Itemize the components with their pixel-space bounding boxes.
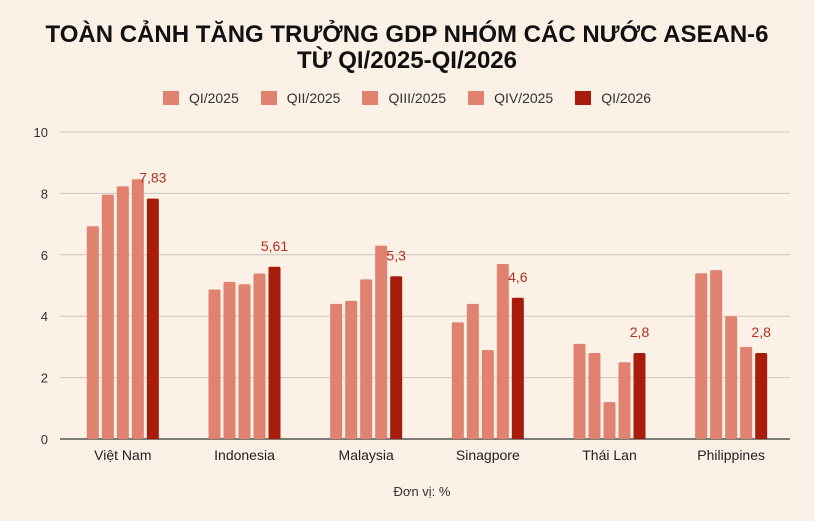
legend-label: QII/2025 bbox=[286, 90, 341, 106]
y-tick-label: 4 bbox=[41, 309, 48, 324]
bar bbox=[603, 402, 616, 439]
category-label: Việt Nam bbox=[94, 447, 151, 463]
y-tick-label: 10 bbox=[34, 125, 48, 140]
legend-swatch bbox=[362, 91, 379, 105]
bar bbox=[588, 353, 601, 439]
bar bbox=[496, 264, 509, 439]
data-label: 2,8 bbox=[630, 324, 650, 340]
bar bbox=[740, 346, 753, 439]
bar bbox=[481, 349, 494, 439]
data-label: 7,83 bbox=[139, 170, 166, 186]
category-label: Philippines bbox=[697, 447, 765, 463]
legend-label: QI/2026 bbox=[601, 90, 652, 106]
bar bbox=[466, 303, 479, 439]
bar bbox=[330, 303, 343, 439]
data-label: 5,3 bbox=[386, 247, 406, 263]
chart-title: TOÀN CẢNH TĂNG TRƯỞNG GDP NHÓM CÁC NƯỚC … bbox=[45, 21, 769, 48]
bar bbox=[268, 266, 281, 439]
bar bbox=[618, 362, 631, 439]
bar bbox=[451, 322, 464, 439]
category-label: Thái Lan bbox=[582, 447, 636, 463]
bar bbox=[695, 273, 708, 439]
legend-label: QIII/2025 bbox=[388, 90, 447, 106]
bar bbox=[725, 316, 738, 439]
bar bbox=[511, 297, 524, 439]
chart-subtitle: TỪ QI/2025-QI/2026 bbox=[296, 47, 518, 74]
bar bbox=[86, 226, 99, 439]
bar bbox=[710, 270, 723, 439]
data-label: 2,8 bbox=[751, 324, 771, 340]
legend-item: QI/2026 bbox=[575, 90, 651, 106]
bar bbox=[633, 353, 646, 439]
unit-label: Đơn vị: % bbox=[393, 484, 451, 499]
data-label: 4,6 bbox=[508, 269, 528, 285]
y-tick-label: 0 bbox=[41, 432, 48, 447]
y-tick-label: 8 bbox=[41, 186, 48, 201]
bar bbox=[360, 279, 373, 439]
legend-swatch bbox=[575, 91, 592, 105]
legend-swatch bbox=[260, 91, 277, 105]
bar bbox=[345, 300, 358, 439]
bar bbox=[573, 343, 586, 439]
chart-legend: QI/2025 QII/2025 QIII/2025 QIV/2025 QI/2026 bbox=[0, 90, 814, 106]
legend-label: QI/2025 bbox=[188, 90, 239, 106]
bar bbox=[238, 284, 251, 439]
legend-item: QII/2025 bbox=[260, 90, 341, 106]
legend-item: QIII/2025 bbox=[362, 90, 446, 106]
category-label: Sinagpore bbox=[456, 447, 520, 463]
bar bbox=[755, 353, 768, 439]
bar bbox=[146, 198, 159, 439]
legend-swatch bbox=[162, 91, 179, 105]
y-tick-label: 6 bbox=[41, 248, 48, 263]
data-label: 5,61 bbox=[261, 238, 288, 254]
bar bbox=[390, 276, 403, 439]
legend-swatch bbox=[468, 91, 485, 105]
category-label: Indonesia bbox=[214, 447, 275, 463]
bar bbox=[131, 179, 144, 439]
bar bbox=[253, 273, 266, 439]
bar bbox=[116, 186, 129, 439]
category-label: Malaysia bbox=[339, 447, 394, 463]
bar bbox=[101, 194, 114, 439]
bar bbox=[223, 281, 236, 439]
y-tick-label: 2 bbox=[41, 371, 48, 386]
bar bbox=[375, 245, 388, 439]
legend-label: QIV/2025 bbox=[494, 90, 554, 106]
legend-item: QIV/2025 bbox=[468, 90, 553, 106]
bar bbox=[208, 289, 221, 439]
legend-item: QI/2025 bbox=[162, 90, 239, 106]
